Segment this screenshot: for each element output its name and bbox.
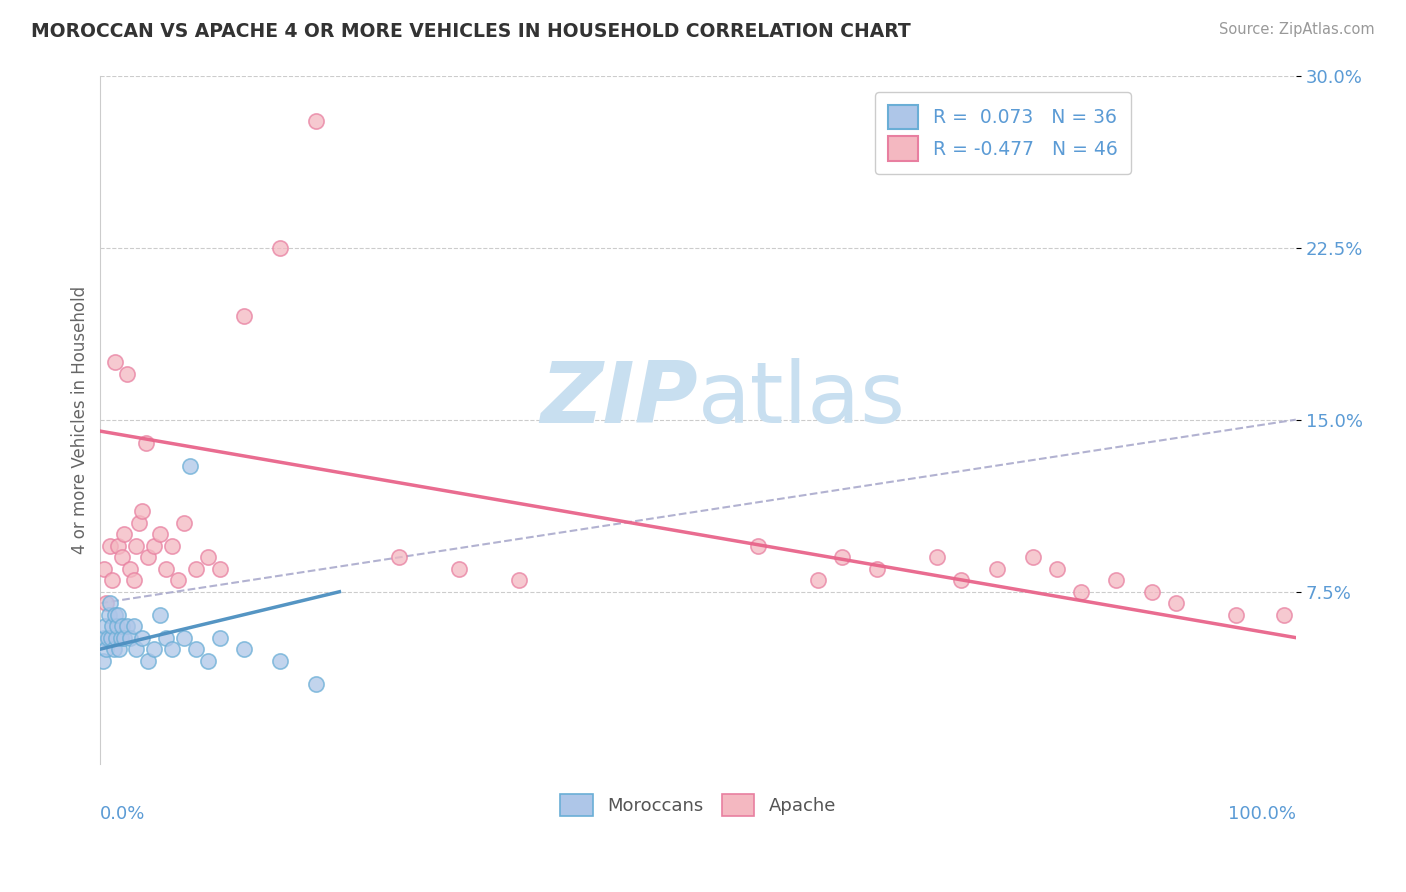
- Point: [94, 619, 117, 633]
- Point: [93, 562, 115, 576]
- Point: [120, 631, 142, 645]
- Point: [208, 562, 231, 576]
- Point: [1225, 607, 1247, 622]
- Point: [927, 550, 949, 565]
- Point: [447, 562, 470, 576]
- Point: [1022, 550, 1045, 565]
- Point: [122, 574, 145, 588]
- Point: [304, 676, 326, 690]
- Point: [160, 642, 183, 657]
- Point: [111, 619, 134, 633]
- Point: [91, 654, 114, 668]
- Point: [149, 607, 172, 622]
- Point: [97, 607, 120, 622]
- Point: [160, 539, 183, 553]
- Text: ZIP: ZIP: [540, 358, 697, 441]
- Point: [232, 310, 254, 324]
- Legend: Moroccans, Apache: Moroccans, Apache: [553, 787, 844, 823]
- Point: [120, 562, 142, 576]
- Point: [143, 642, 166, 657]
- Point: [96, 596, 118, 610]
- Point: [122, 619, 145, 633]
- Point: [208, 631, 231, 645]
- Point: [866, 562, 889, 576]
- Point: [111, 550, 134, 565]
- Point: [108, 642, 131, 657]
- Point: [388, 550, 411, 565]
- Point: [269, 654, 291, 668]
- Point: [1046, 562, 1069, 576]
- Point: [1272, 607, 1295, 622]
- Point: [1166, 596, 1188, 610]
- Point: [115, 619, 138, 633]
- Point: [831, 550, 853, 565]
- Point: [104, 607, 127, 622]
- Point: [1142, 584, 1164, 599]
- Point: [173, 631, 195, 645]
- Point: [143, 539, 166, 553]
- Text: atlas: atlas: [697, 358, 905, 441]
- Text: MOROCCAN VS APACHE 4 OR MORE VEHICLES IN HOUSEHOLD CORRELATION CHART: MOROCCAN VS APACHE 4 OR MORE VEHICLES IN…: [31, 22, 911, 41]
- Point: [100, 631, 122, 645]
- Point: [125, 539, 148, 553]
- Point: [103, 642, 125, 657]
- Point: [98, 539, 121, 553]
- Point: [155, 631, 177, 645]
- Point: [107, 607, 129, 622]
- Point: [304, 114, 326, 128]
- Point: [104, 355, 127, 369]
- Point: [131, 631, 153, 645]
- Point: [101, 619, 124, 633]
- Point: [747, 539, 769, 553]
- Point: [184, 642, 207, 657]
- Point: [105, 619, 128, 633]
- Point: [950, 574, 973, 588]
- Point: [184, 562, 207, 576]
- Text: 100.0%: 100.0%: [1227, 805, 1296, 823]
- Point: [136, 550, 159, 565]
- Point: [112, 527, 135, 541]
- Point: [986, 562, 1008, 576]
- Point: [136, 654, 159, 668]
- Point: [167, 574, 190, 588]
- Point: [197, 550, 219, 565]
- Point: [155, 562, 177, 576]
- Point: [197, 654, 219, 668]
- Point: [112, 631, 135, 645]
- Text: Source: ZipAtlas.com: Source: ZipAtlas.com: [1219, 22, 1375, 37]
- Point: [93, 631, 115, 645]
- Point: [96, 642, 118, 657]
- Point: [179, 458, 201, 473]
- Point: [131, 504, 153, 518]
- Point: [110, 631, 132, 645]
- Point: [128, 516, 150, 530]
- Point: [269, 241, 291, 255]
- Point: [149, 527, 172, 541]
- Text: 0.0%: 0.0%: [100, 805, 146, 823]
- Point: [115, 367, 138, 381]
- Point: [104, 631, 127, 645]
- Point: [1070, 584, 1092, 599]
- Point: [173, 516, 195, 530]
- Y-axis label: 4 or more Vehicles in Household: 4 or more Vehicles in Household: [72, 285, 89, 554]
- Point: [96, 631, 118, 645]
- Point: [508, 574, 530, 588]
- Point: [101, 574, 124, 588]
- Point: [232, 642, 254, 657]
- Point: [135, 435, 157, 450]
- Point: [125, 642, 148, 657]
- Point: [107, 539, 129, 553]
- Point: [1105, 574, 1128, 588]
- Point: [807, 574, 830, 588]
- Point: [98, 596, 121, 610]
